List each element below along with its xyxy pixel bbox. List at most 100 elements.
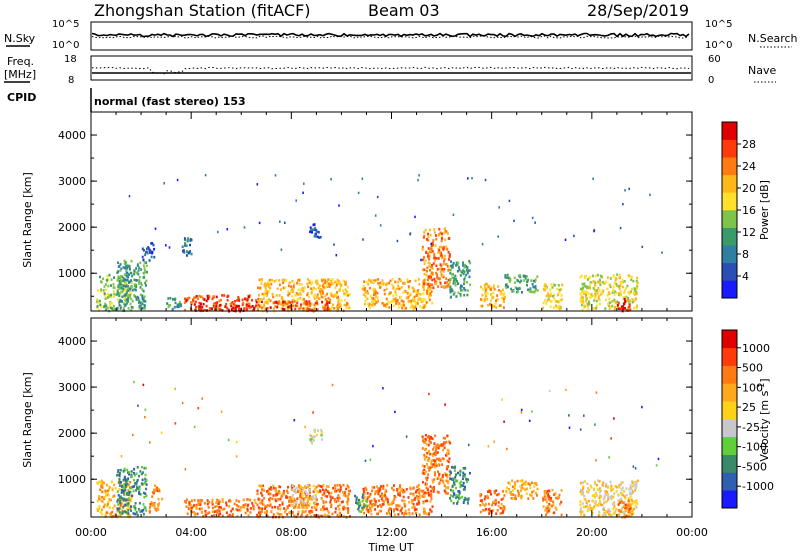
echo-cell — [344, 507, 347, 510]
echo-cell — [636, 276, 639, 280]
echo-cell — [225, 306, 228, 310]
echo-cell — [503, 292, 506, 295]
echo-cell — [122, 287, 124, 290]
echo-cell — [389, 279, 392, 283]
echo-cell — [134, 512, 137, 516]
sparse-echo-cell — [595, 459, 597, 462]
echo-cell — [188, 296, 191, 300]
echo-cell — [282, 286, 285, 290]
echo-cell — [296, 298, 299, 302]
echo-cell — [501, 296, 503, 300]
echo-cell — [460, 285, 463, 288]
echo-cell — [252, 504, 255, 508]
echo-cell — [434, 280, 437, 283]
echo-cell — [148, 249, 151, 252]
echo-cell — [143, 267, 146, 270]
echo-cell — [621, 278, 624, 282]
echo-cell — [425, 486, 428, 490]
echo-cell — [434, 244, 437, 247]
echo-cell — [299, 296, 302, 300]
echo-cell — [479, 304, 482, 308]
echo-cell — [339, 485, 342, 489]
echo-cell — [194, 505, 197, 508]
echo-cell — [441, 463, 443, 466]
echo-cell — [154, 488, 157, 492]
nsearch-label: N.Search — [748, 32, 798, 45]
echo-cell — [198, 294, 201, 298]
echo-cell — [126, 502, 129, 505]
echo-cell — [543, 285, 546, 288]
echo-cell — [392, 285, 395, 289]
echo-cell — [300, 283, 303, 286]
echo-cell — [110, 498, 112, 502]
echo-cell — [138, 299, 141, 302]
echo-cell — [247, 498, 250, 501]
echo-cell — [560, 489, 563, 492]
echo-cell — [634, 287, 637, 290]
echo-cell — [447, 237, 450, 240]
sparse-echo-cell — [372, 444, 374, 448]
echo-cell — [614, 485, 617, 488]
sparse-echo-cell — [382, 387, 384, 390]
echo-cell — [456, 269, 459, 273]
echo-cell — [262, 502, 265, 506]
echo-cell — [493, 288, 496, 291]
echo-cell — [448, 268, 451, 272]
echo-cell — [430, 459, 433, 463]
sparse-echo-cell — [304, 425, 306, 429]
sparse-echo-cell — [508, 199, 511, 203]
echo-cell — [123, 493, 126, 496]
echo-cell — [145, 483, 148, 486]
echo-cell — [435, 271, 438, 275]
echo-cell — [534, 280, 537, 283]
echo-cell — [407, 280, 410, 284]
echo-cell — [613, 293, 616, 296]
echo-cell — [274, 505, 276, 509]
echo-cell — [120, 485, 123, 488]
echo-cell — [315, 300, 318, 303]
echo-cell — [423, 440, 425, 444]
echo-cell — [508, 488, 510, 491]
echo-cell — [299, 501, 302, 504]
echo-cell — [326, 509, 329, 513]
echo-cell — [361, 493, 364, 497]
echo-cell — [516, 479, 519, 483]
echo-cell — [494, 499, 497, 502]
echo-cell — [369, 506, 372, 510]
echo-cell — [445, 263, 448, 266]
echo-cell — [605, 280, 608, 284]
echo-cell — [495, 489, 498, 492]
echo-cell — [387, 503, 390, 506]
echo-cell — [426, 266, 429, 270]
echo-cell — [446, 434, 449, 438]
echo-cell — [245, 298, 248, 301]
echo-cell — [414, 490, 417, 494]
echo-cell — [468, 259, 471, 263]
echo-cell — [190, 499, 193, 503]
echo-cell — [623, 291, 626, 294]
echo-cell — [133, 478, 135, 482]
echo-cell — [158, 488, 161, 491]
echo-cell — [432, 286, 435, 290]
echo-cell — [299, 495, 302, 498]
echo-cell — [428, 298, 431, 302]
echo-cell — [319, 490, 322, 493]
echo-cell — [601, 503, 604, 507]
echo-cell — [289, 306, 292, 309]
echo-cell — [221, 498, 224, 501]
echo-cell — [583, 480, 586, 483]
power-x-ticks — [90, 112, 693, 311]
echo-cell — [136, 295, 139, 299]
sparse-echo-cell — [430, 242, 432, 246]
echo-cell — [186, 238, 189, 242]
echo-cell — [336, 291, 339, 294]
echo-cell — [582, 492, 584, 496]
echo-cell — [306, 497, 309, 500]
echo-cell — [581, 283, 584, 286]
echo-cell — [330, 505, 333, 509]
echo-cell — [421, 480, 424, 484]
echo-cell — [336, 281, 339, 284]
sparse-echo-cell — [657, 457, 660, 461]
echo-cell — [451, 289, 454, 293]
echo-cell — [379, 488, 382, 491]
